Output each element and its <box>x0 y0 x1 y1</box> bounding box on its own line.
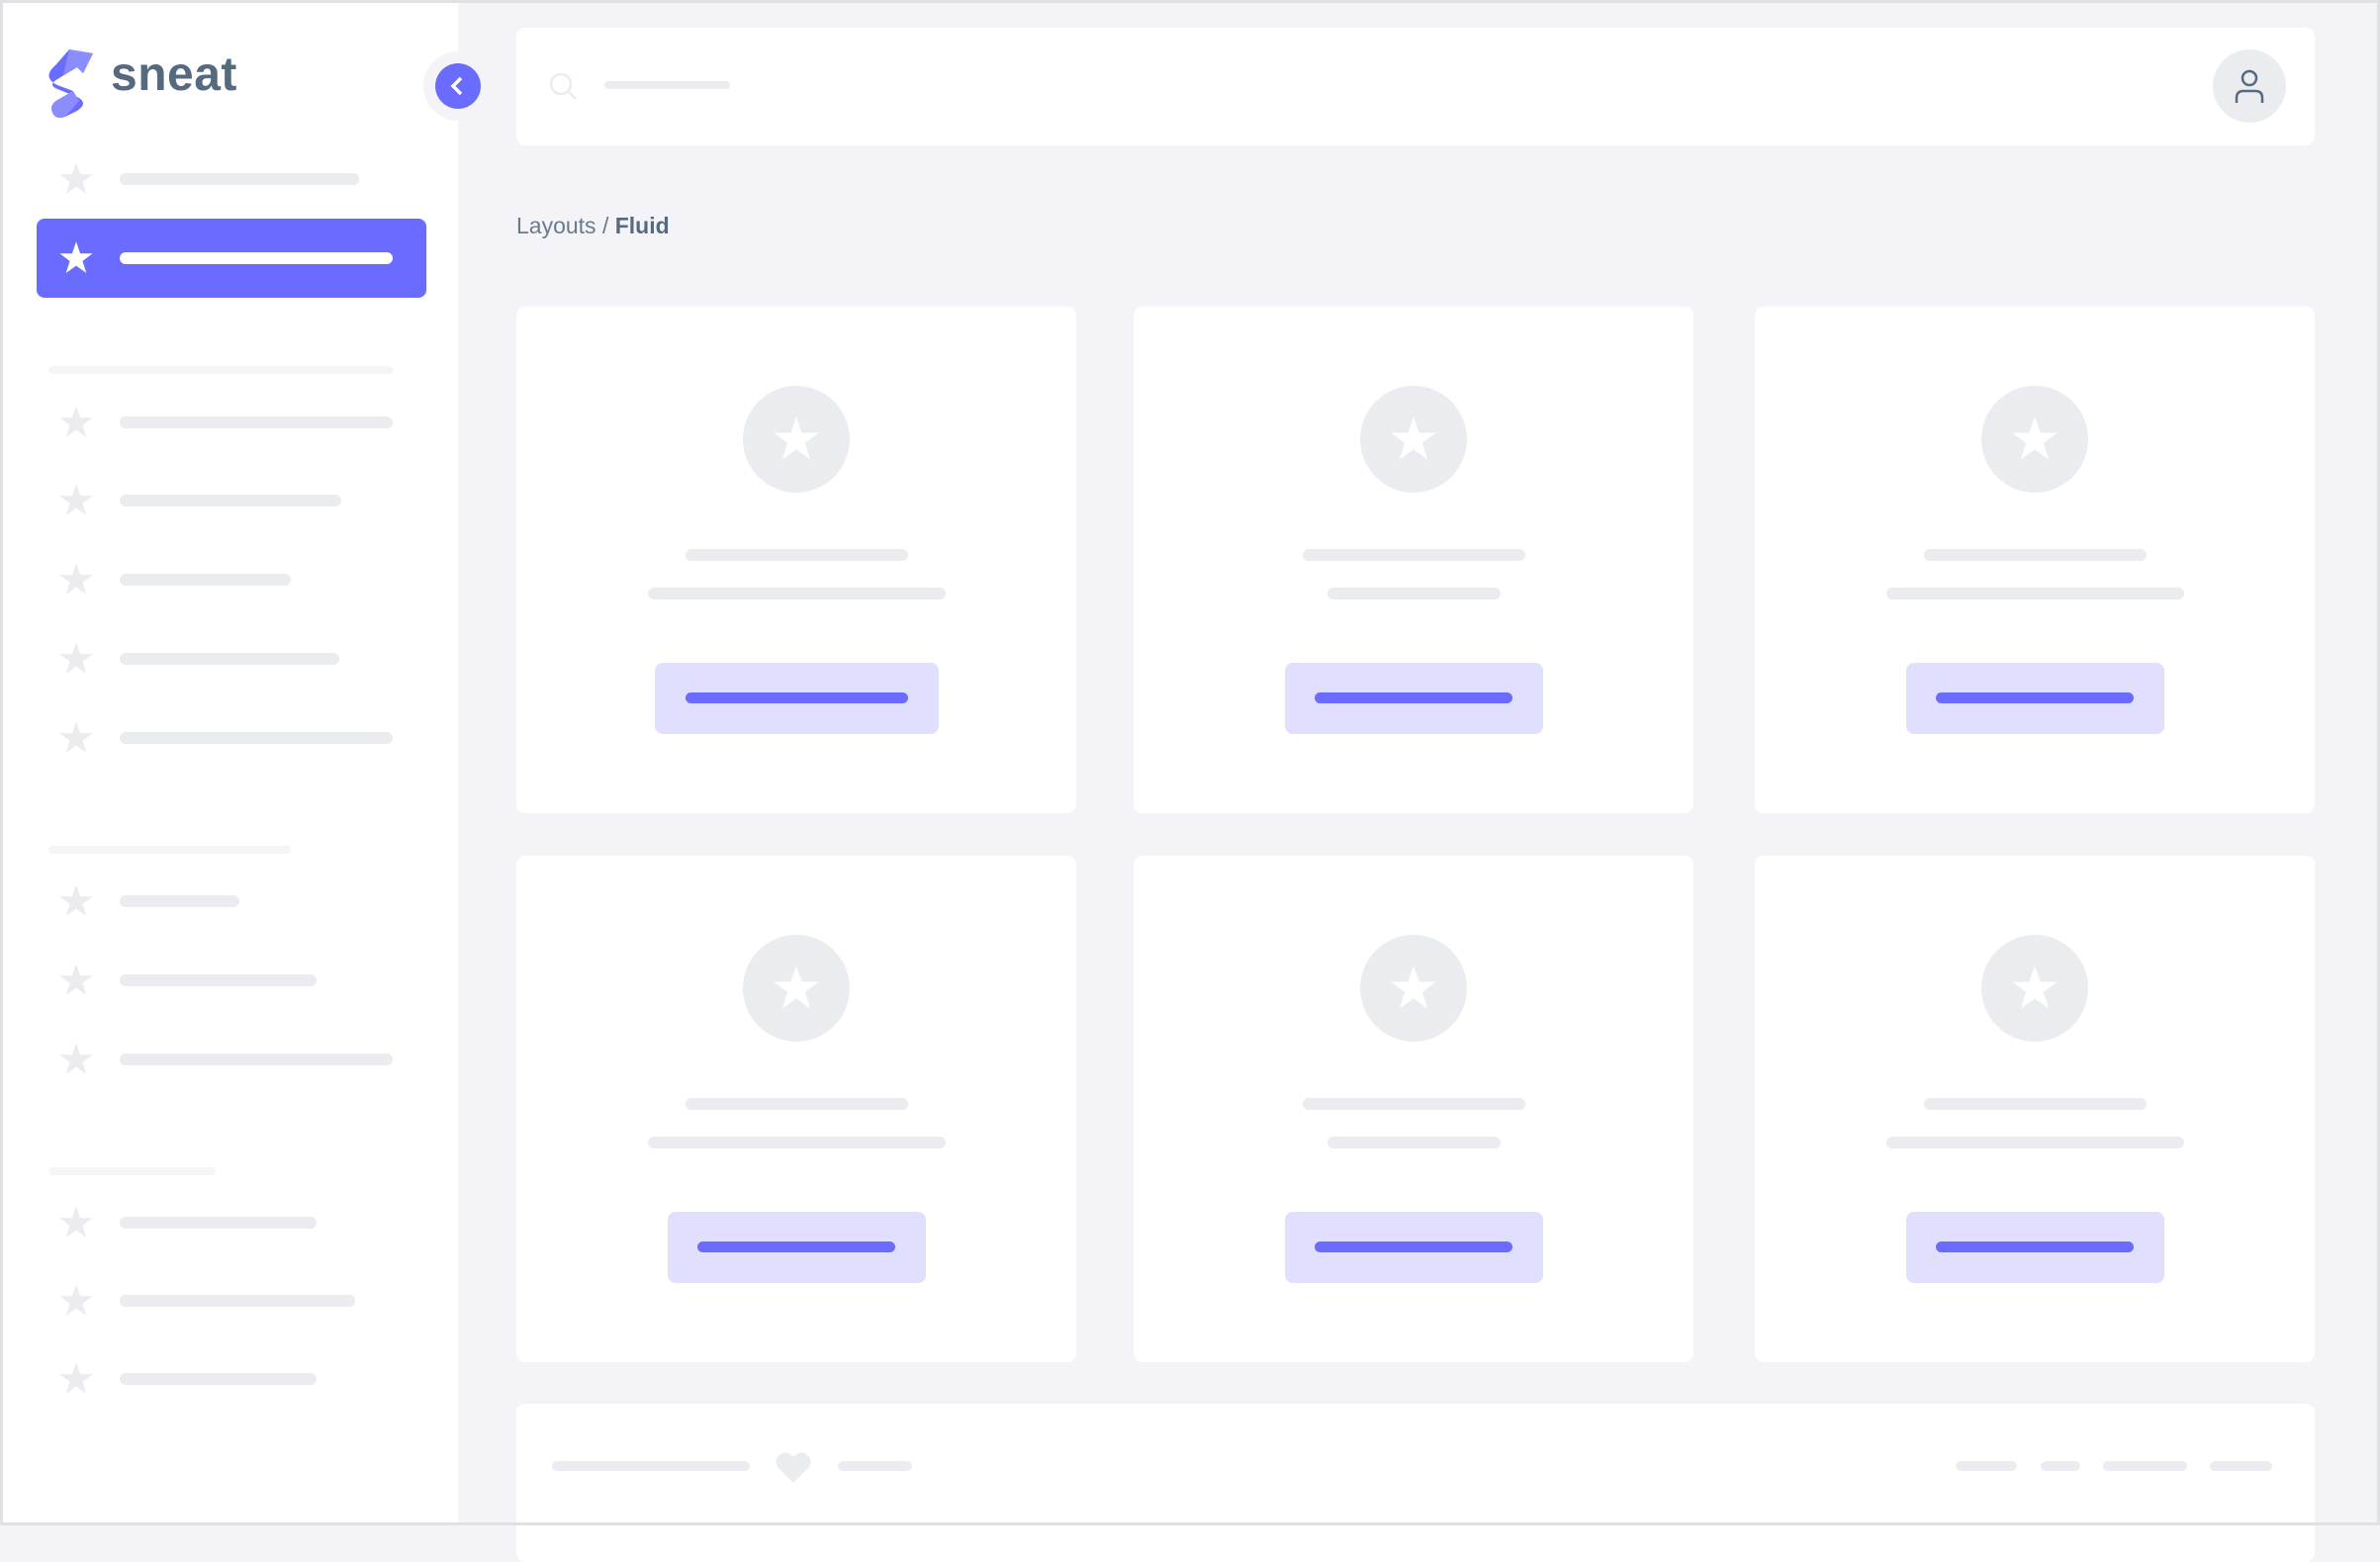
card-icon-circle <box>1981 386 2088 493</box>
sidebar-item[interactable] <box>120 895 239 907</box>
card-text <box>1885 1137 2184 1149</box>
card-button-label <box>1315 692 1512 703</box>
star-icon <box>57 239 95 277</box>
placeholder-card <box>1755 307 2315 813</box>
card-title <box>685 1098 908 1110</box>
footer-link[interactable] <box>1956 1461 2017 1471</box>
sidebar: sneat <box>0 0 493 1525</box>
card-title <box>1302 549 1525 561</box>
sidebar-item[interactable] <box>120 252 393 264</box>
card-button[interactable] <box>1284 663 1543 734</box>
placeholder-card <box>1755 856 2315 1362</box>
star-icon <box>57 640 95 678</box>
star-icon <box>2009 963 2060 1014</box>
placeholder-card <box>1134 856 1693 1362</box>
card-button[interactable] <box>667 1212 926 1283</box>
sidebar-section-header <box>48 846 291 854</box>
sidebar-item[interactable] <box>120 1054 393 1065</box>
footer-link[interactable] <box>838 1461 912 1471</box>
card-text <box>1327 1137 1501 1149</box>
breadcrumb-parent[interactable]: Layouts <box>516 213 596 238</box>
sidebar-item[interactable] <box>120 974 317 986</box>
logo-icon <box>48 49 93 118</box>
star-icon <box>1388 963 1439 1014</box>
sidebar-item[interactable] <box>120 732 393 744</box>
star-icon <box>57 482 95 519</box>
card-title <box>1302 1098 1525 1110</box>
card-text <box>1327 588 1501 599</box>
sidebar-item[interactable] <box>120 1295 355 1307</box>
star-icon <box>57 1041 95 1078</box>
sidebar-item[interactable] <box>120 1217 317 1229</box>
card-title <box>1923 1098 2147 1110</box>
star-icon <box>2009 413 2060 465</box>
star-icon <box>57 1282 95 1320</box>
breadcrumb-separator: / <box>595 213 615 238</box>
footer-link[interactable] <box>2103 1461 2187 1471</box>
card-button[interactable] <box>654 663 939 734</box>
star-icon <box>57 160 95 198</box>
breadcrumb-current: Fluid <box>614 213 670 238</box>
user-avatar[interactable] <box>2213 49 2286 123</box>
breadcrumb: Layouts / Fluid <box>516 213 670 239</box>
card-button[interactable] <box>1284 1212 1543 1283</box>
card-icon-circle <box>1981 935 2088 1042</box>
placeholder-card <box>516 307 1076 813</box>
placeholder-card <box>1134 307 1693 813</box>
top-navbar <box>516 28 2315 145</box>
sidebar-item[interactable] <box>120 416 393 428</box>
user-icon <box>2235 69 2264 103</box>
star-icon <box>57 882 95 920</box>
card-title <box>1923 549 2147 561</box>
sidebar-item[interactable] <box>120 574 291 586</box>
card-button-label <box>697 1241 895 1252</box>
star-icon <box>57 719 95 757</box>
search-icon[interactable] <box>548 71 580 103</box>
card-icon-circle <box>1360 386 1467 493</box>
card-button-label <box>1936 1241 2134 1252</box>
sidebar-toggle-button[interactable] <box>435 63 481 109</box>
card-icon-circle <box>743 386 850 493</box>
sidebar-item[interactable] <box>120 173 359 185</box>
footer <box>516 1404 2315 1562</box>
card-button[interactable] <box>1905 1212 2164 1283</box>
star-icon <box>57 1360 95 1398</box>
sidebar-item[interactable] <box>120 495 341 506</box>
card-button[interactable] <box>1905 663 2164 734</box>
sidebar-item[interactable] <box>120 653 339 665</box>
card-button-label <box>1315 1241 1512 1252</box>
card-text <box>1885 588 2184 599</box>
star-icon <box>771 963 822 1014</box>
card-text <box>647 588 946 599</box>
star-icon <box>57 962 95 999</box>
star-icon <box>771 413 822 465</box>
footer-text <box>552 1461 750 1471</box>
sidebar-section-header <box>48 1167 216 1175</box>
footer-link[interactable] <box>2210 1461 2272 1471</box>
placeholder-card <box>516 856 1076 1362</box>
footer-link[interactable] <box>2041 1461 2080 1471</box>
star-icon <box>57 404 95 441</box>
card-icon-circle <box>1360 935 1467 1042</box>
heart-icon <box>776 1452 811 1483</box>
card-icon-circle <box>743 935 850 1042</box>
card-title <box>685 549 908 561</box>
search-input[interactable] <box>604 81 730 89</box>
card-button-label <box>1936 692 2134 703</box>
star-icon <box>57 1204 95 1241</box>
card-button-label <box>685 692 908 703</box>
brand-name: sneat <box>111 48 237 101</box>
sidebar-item[interactable] <box>120 1373 317 1385</box>
card-text <box>647 1137 946 1149</box>
star-icon <box>1388 413 1439 465</box>
chevron-left-icon <box>450 76 463 96</box>
star-icon <box>57 561 95 598</box>
sidebar-section-header <box>48 366 393 374</box>
